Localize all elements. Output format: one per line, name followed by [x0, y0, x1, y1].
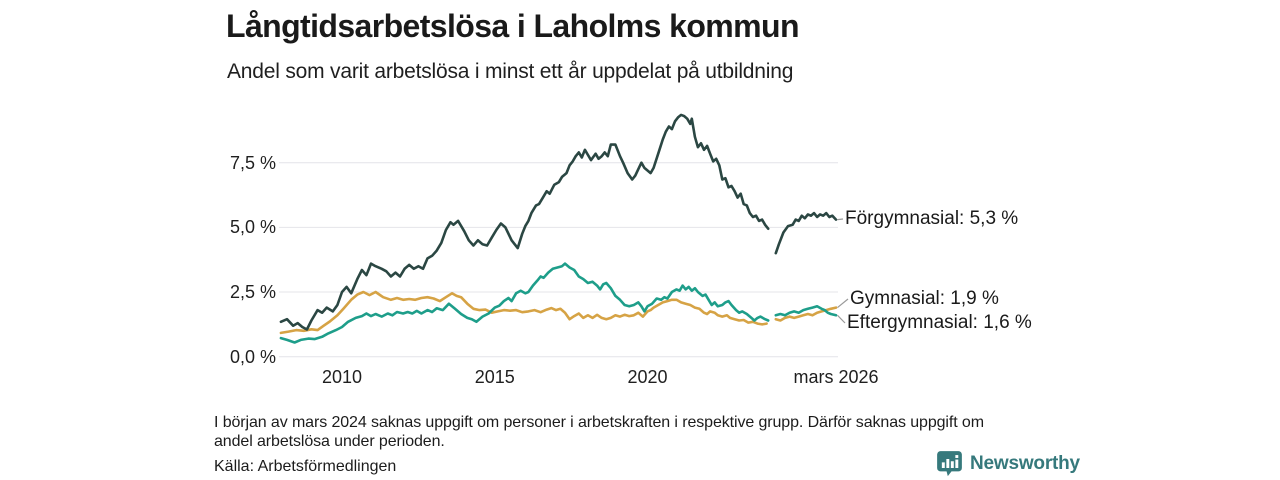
y-tick-label: 2,5 % — [229, 282, 276, 303]
label-connector — [837, 298, 849, 309]
series-label-eftergymnasial: Eftergymnasial: 1,6 % — [847, 312, 1032, 333]
footnote-line-1: I början av mars 2024 saknas uppgift om … — [214, 414, 984, 431]
label-connector — [837, 314, 846, 324]
x-tick-label: 2020 — [627, 367, 668, 387]
series-label-gymnasial: Gymnasial: 1,9 % — [850, 288, 999, 309]
y-tick-label: 5,0 % — [229, 217, 276, 238]
series-line-förgymnasial — [279, 113, 838, 331]
newsworthy-wordmark: Newsworthy — [970, 452, 1080, 474]
x-tick-label: 2015 — [474, 367, 515, 387]
x-tick-label: mars 2026 — [793, 367, 879, 387]
footnote-line-2: andel arbetslösa under perioden. — [214, 433, 445, 450]
series-label-forgymnasial: Förgymnasial: 5,3 % — [845, 208, 1019, 229]
bar-chart-bubble-icon — [937, 451, 962, 477]
source-label: Källa: Arbetsförmedlingen — [214, 458, 397, 475]
y-tick-label: 0,0 % — [229, 346, 276, 367]
label-connector — [837, 218, 844, 221]
x-tick-label: 2010 — [321, 367, 363, 387]
y-tick-label: 7,5 % — [229, 152, 276, 173]
chart-subtitle: Andel som varit arbetslösa i minst ett å… — [227, 60, 794, 83]
newsworthy-logo: Newsworthy — [936, 450, 1080, 477]
footnote: I början av mars 2024 saknas uppgift om … — [214, 413, 984, 451]
series-line-gymnasial — [279, 290, 838, 335]
series-line-eftergymnasial — [279, 262, 838, 344]
page-title: Långtidsarbetslösa i Laholms kommun — [226, 8, 800, 44]
